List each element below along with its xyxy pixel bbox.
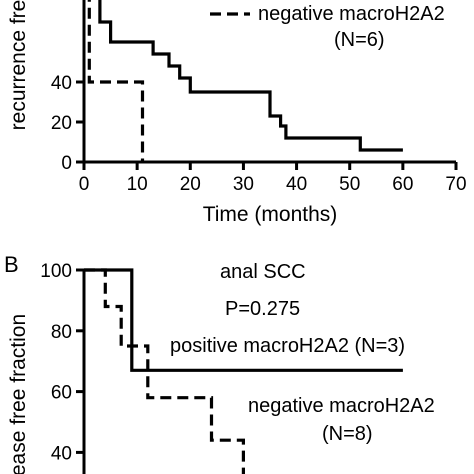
panel-a-y-tick-label: 0	[61, 153, 72, 174]
panel-b-y-tick-label: 100	[40, 261, 72, 282]
panel-a-y-axis-label: recurrence fre	[7, 0, 30, 130]
panel-a-y-tick-label: 20	[51, 113, 72, 134]
panel-a-x-tick-label: 0	[79, 174, 90, 195]
panel-b-annotation: negative macroH2A2	[248, 395, 435, 417]
panel-a-x-tick-label: 70	[445, 174, 466, 195]
panel-a-series-positive-line	[98, 0, 403, 152]
panel-a-x-axis-label: Time (months)	[203, 203, 338, 226]
panel-b-y-tick-label: 40	[51, 443, 72, 464]
panel-b-series-negative-line	[84, 268, 245, 474]
panel-a-y-tick-label: 40	[51, 73, 72, 94]
panel-b-annotation: positive macroH2A2 (N=3)	[170, 335, 405, 357]
panel-a-x-tick-label: 50	[339, 174, 360, 195]
panel-a-x-tick-label: 10	[127, 174, 148, 195]
panel-b-y-axis-label: ease free fraction	[7, 314, 30, 474]
panel-b-annotation: P=0.275	[225, 298, 300, 320]
panel-b-annotation: anal SCC	[220, 261, 306, 283]
panel-b-chart: 40 60 80 100 ease free fraction B anal SCC P=0.…	[4, 252, 435, 474]
panel-a-x-tick-label: 60	[392, 174, 413, 195]
panel-a-x-tick-label: 20	[180, 174, 201, 195]
panel-a-series-negative-line	[87, 0, 145, 162]
panel-b-series-positive-line	[84, 268, 403, 372]
panel-a-annotation: (N=6)	[334, 29, 385, 51]
panel-b-y-tick-label: 60	[51, 383, 72, 404]
panel-a-x-tick-label: 30	[233, 174, 254, 195]
panel-b-panel-letter: B	[4, 252, 19, 277]
panel-b-annotation: (N=8)	[322, 423, 373, 445]
panel-a-annotation: negative macroH2A2	[258, 3, 445, 25]
panel-b-y-tick-label: 80	[51, 322, 72, 343]
panel-a-x-tick-label: 40	[286, 174, 307, 195]
panel-a-chart: 0 20 40 0 10 20 30 40 50 60 70 Time (months) recurre…	[7, 0, 467, 226]
